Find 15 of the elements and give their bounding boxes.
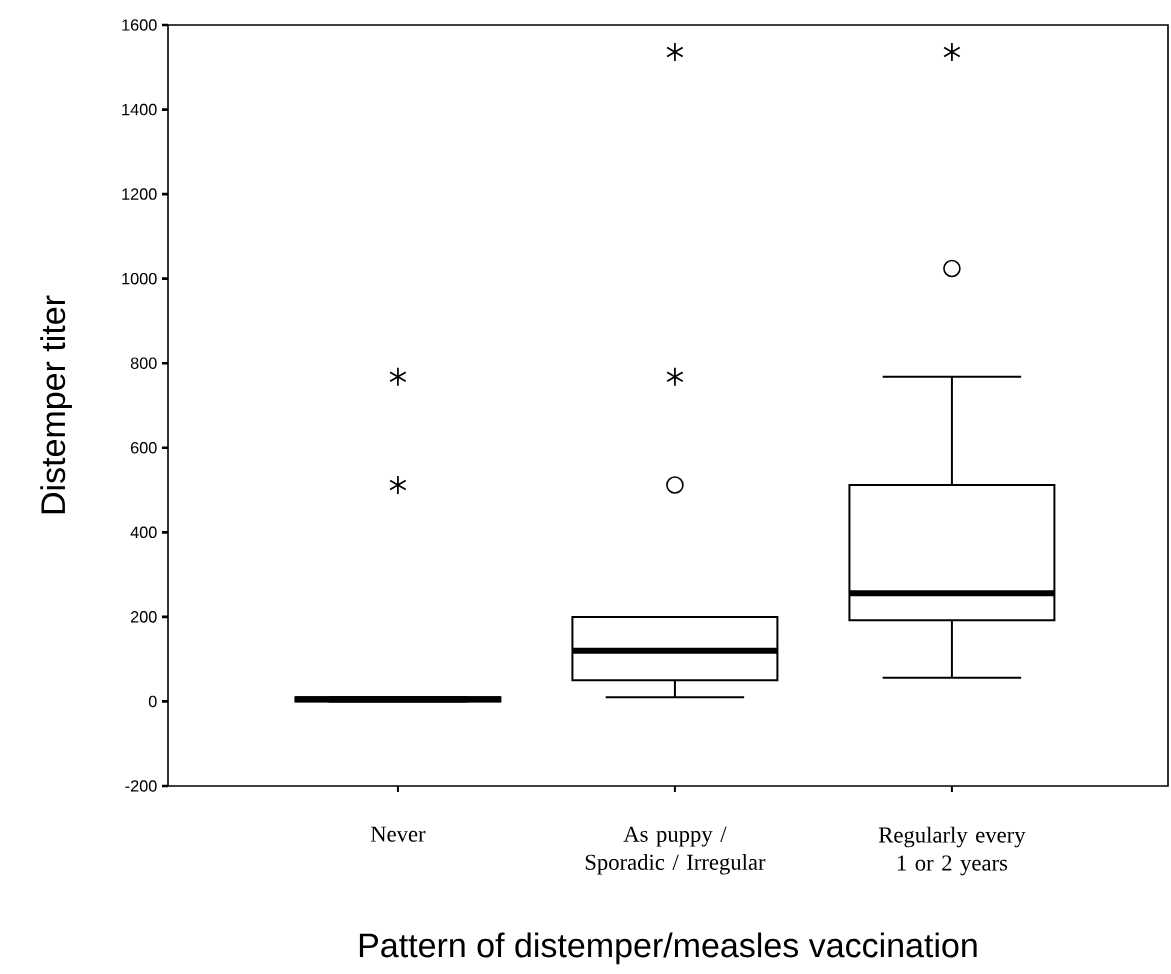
y-tick-label: 1400 xyxy=(122,103,157,116)
y-tick-label: 1000 xyxy=(122,272,157,285)
y-tick-label: 800 xyxy=(130,357,157,369)
x-tick-label: Never xyxy=(370,826,426,842)
y-tick-label: 600 xyxy=(130,442,157,454)
y-tick-label: 400 xyxy=(130,526,157,539)
x-tick-label: Regularly every 1 or 2 years xyxy=(878,826,1026,876)
y-tick-label: 1600 xyxy=(122,19,157,31)
y-axis-title: Distemper titer xyxy=(40,295,72,514)
y-tick-label: 1200 xyxy=(122,188,157,200)
x-axis-title: Pattern of distemper/measles vaccination xyxy=(359,932,977,965)
y-tick-label: -200 xyxy=(125,780,157,792)
y-tick-label: 200 xyxy=(130,611,157,623)
y-tick-label: 0 xyxy=(148,695,157,708)
x-tick-label: As puppy / Sporadic / Irregular xyxy=(585,826,766,875)
